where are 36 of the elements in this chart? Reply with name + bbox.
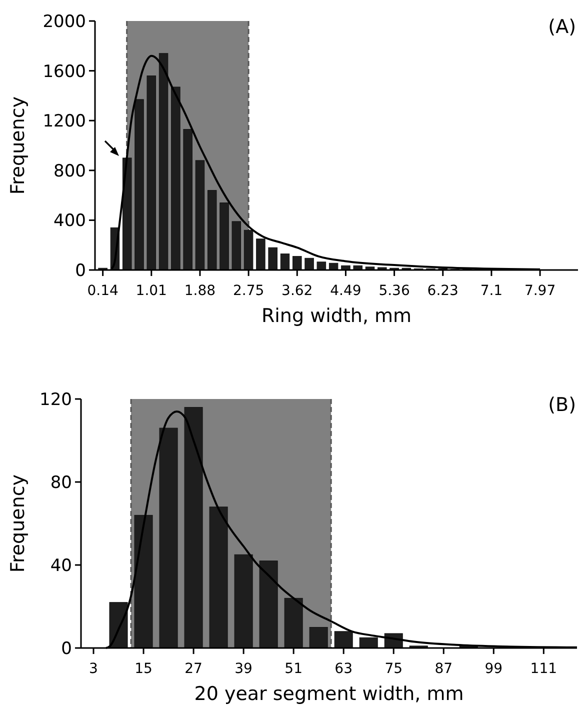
x-tick-label: 7.1	[480, 283, 503, 299]
x-tick-label: 51	[284, 661, 302, 677]
y-tick-label: 400	[54, 211, 86, 232]
y-tick-label: 80	[50, 473, 72, 493]
x-tick-label: 0.14	[87, 283, 118, 299]
x-tick-label: 7.97	[524, 283, 556, 299]
y-tick-label: 0	[75, 261, 86, 281]
x-tick-label: 3.62	[282, 283, 313, 299]
y-axis-title: Frequency	[7, 96, 29, 195]
annotation: (A)	[548, 16, 576, 38]
y-tick-label: 1600	[42, 62, 86, 82]
x-tick-label: 15	[134, 661, 152, 677]
y-tick-label: 0	[61, 639, 72, 659]
y-tick-label: 40	[50, 556, 72, 576]
y-axis-title: Frequency	[7, 474, 29, 573]
x-tick-label: 4.49	[330, 283, 362, 299]
x-tick-label: 6.23	[427, 283, 458, 299]
y-tick-label: 1200	[42, 112, 86, 132]
x-axis-title: 20 year segment width, mm	[194, 683, 464, 705]
x-tick-label: 5.36	[378, 283, 410, 299]
annotation: (B)	[548, 394, 576, 416]
y-tick-label: 800	[54, 161, 86, 182]
x-axis-title: Ring width, mm	[261, 305, 412, 327]
x-tick-label: 99	[484, 661, 503, 677]
x-tick-label: 75	[384, 661, 403, 677]
x-tick-label: 3	[89, 661, 98, 677]
y-tick-label: 2000	[42, 12, 86, 32]
x-tick-label: 39	[234, 661, 252, 677]
x-tick-label: 87	[434, 661, 453, 677]
x-tick-label: 1.88	[184, 283, 216, 299]
x-tick-label: 2.75	[232, 283, 264, 299]
x-tick-label: 63	[334, 661, 352, 677]
x-tick-label: 111	[530, 661, 558, 677]
x-tick-label: 27	[184, 661, 202, 677]
y-tick-label: 120	[40, 390, 72, 410]
x-tick-label: 1.01	[136, 283, 167, 299]
